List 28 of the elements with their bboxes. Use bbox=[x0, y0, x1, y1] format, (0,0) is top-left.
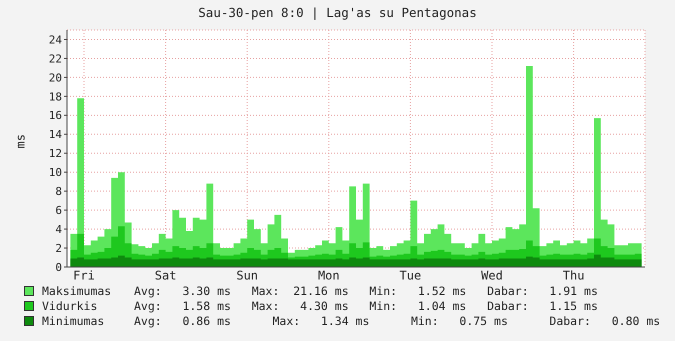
y-tick-label: 16 bbox=[48, 109, 62, 122]
y-tick-label: 12 bbox=[48, 147, 62, 160]
y-tick-label: 6 bbox=[55, 204, 62, 218]
legend-label: Vidurkis bbox=[42, 298, 98, 312]
y-tick-label: 0 bbox=[55, 260, 62, 274]
x-tick-label: Sun bbox=[236, 268, 258, 283]
x-tick-label: Fri bbox=[73, 268, 95, 283]
y-tick-label: 4 bbox=[55, 222, 62, 236]
x-tick-label: Thu bbox=[562, 268, 584, 283]
legend-label: Minimumas bbox=[42, 314, 106, 328]
y-tick-label: 18 bbox=[48, 90, 62, 104]
y-tick-label: 2 bbox=[55, 242, 62, 255]
legend-label: Maksimumas bbox=[42, 284, 112, 298]
y-tick-label: 8 bbox=[55, 185, 62, 198]
text: Avg: 3.30 ms Max: 21.16 ms Min: 1.52 ms Dabar: 1.91 ms bbox=[134, 284, 598, 298]
x-tick-label: Sat bbox=[154, 268, 176, 283]
y-tick-label: 22 bbox=[48, 52, 62, 66]
y-tick-label: 10 bbox=[48, 166, 62, 180]
y-tick-label: 14 bbox=[48, 128, 62, 142]
x-tick-label: Wed bbox=[481, 268, 503, 283]
x-tick-label: Mon bbox=[318, 268, 340, 283]
text: Avg: 1.58 ms Max: 4.30 ms Min: 1.04 ms Dabar: 1.15 ms bbox=[134, 298, 598, 312]
y-tick-label: 24 bbox=[48, 33, 62, 46]
y-tick-label: 20 bbox=[48, 71, 62, 84]
chart-title: Sau-30-pen 8:0 | Lag'as su Pentagonas bbox=[197, 5, 478, 20]
text: Avg: 0.86 ms Max: 1.34 ms Min: 0.75 ms Dabar: 0.80 ms bbox=[134, 314, 660, 328]
x-tick-label: Tue bbox=[400, 268, 422, 283]
y-axis-title: ms bbox=[13, 134, 28, 148]
